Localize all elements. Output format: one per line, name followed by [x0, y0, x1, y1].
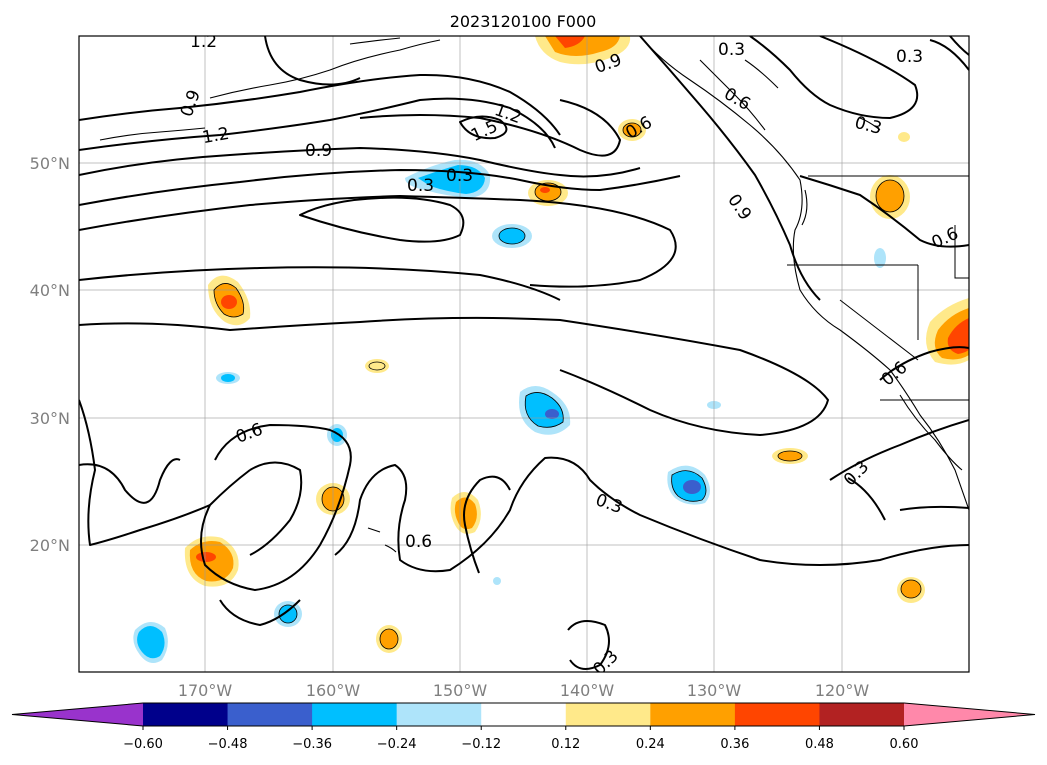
colorbar: −0.60 −0.48 −0.36 −0.24 −0.12 0.12 0.24 0.36 0.4…	[11, 702, 1036, 752]
anomaly-outlines	[213, 122, 922, 650]
colorbar-segment	[143, 703, 229, 726]
colorbar-segment	[312, 703, 398, 726]
north-america-coast	[639, 36, 969, 511]
colorbar-segment	[734, 703, 820, 726]
contour-0-6-loop	[200, 424, 352, 591]
contour-0-9-coast	[639, 36, 821, 301]
contour-0-9-north	[79, 147, 641, 178]
map-title: 2023120100 F000	[450, 12, 597, 31]
colorbar-tick-label: 0.12	[551, 737, 580, 752]
colorbar-segment	[819, 703, 905, 726]
lon-label-170w: 170°W	[178, 681, 233, 700]
colorbar-extend-low	[12, 703, 143, 726]
colorbar-segment	[650, 703, 736, 726]
contour-label: 0.3	[896, 47, 923, 67]
colorbar-tick-label: 0.24	[636, 737, 665, 752]
colorbar-tick-label: 0.48	[805, 737, 834, 752]
lon-label-140w: 140°W	[560, 681, 615, 700]
contour-label: 0.3	[407, 176, 434, 196]
colorbar-tick-label: 0.60	[890, 737, 919, 752]
colorbar-segment	[396, 703, 482, 726]
colorbar-segment	[565, 703, 651, 726]
colorbar-extend-high	[904, 703, 1035, 726]
contour-label: 0.3	[446, 166, 473, 186]
map-panel: 1.2 0.9 1.2 0.9 0.3 1.5 1.2 0.9 0.3 0.6 …	[78, 32, 970, 673]
lon-label-120w: 120°W	[815, 681, 870, 700]
colorbar-tick-label: −0.60	[123, 737, 163, 752]
colorbar-tick-label: 0.36	[720, 737, 749, 752]
colorbar-tick-label: −0.36	[292, 737, 332, 752]
graticule	[79, 36, 969, 672]
lat-label-20n: 20°N	[30, 536, 70, 555]
lon-tick-labels: 170°W 160°W 150°W 140°W 130°W 120°W	[178, 681, 870, 700]
colorbar-segment	[481, 703, 567, 726]
coastlines	[99, 36, 969, 553]
map-frame	[78, 35, 970, 673]
colorbar-segment	[227, 703, 313, 726]
contour-label: 1.2	[201, 124, 231, 148]
lat-label-40n: 40°N	[30, 281, 70, 300]
lat-label-30n: 30°N	[30, 409, 70, 428]
contour-label: 0.9	[305, 141, 332, 161]
lon-label-160w: 160°W	[306, 681, 361, 700]
contour-label: 0.3	[718, 40, 745, 60]
contour-0-3-mid	[299, 196, 465, 243]
lon-label-130w: 130°W	[687, 681, 742, 700]
contour-lines	[79, 36, 969, 670]
contour-label: 1.2	[190, 32, 217, 52]
colorbar-tick-label: −0.12	[461, 737, 501, 752]
contour-label: 0.6	[405, 532, 432, 552]
lat-tick-labels: 20°N 30°N 40°N 50°N	[30, 154, 70, 555]
colorbar-tick-label: −0.24	[377, 737, 417, 752]
political-borders	[787, 175, 969, 401]
colorbar-tick-label: −0.48	[208, 737, 248, 752]
lat-label-50n: 50°N	[30, 154, 70, 173]
lon-label-150w: 150°W	[433, 681, 488, 700]
